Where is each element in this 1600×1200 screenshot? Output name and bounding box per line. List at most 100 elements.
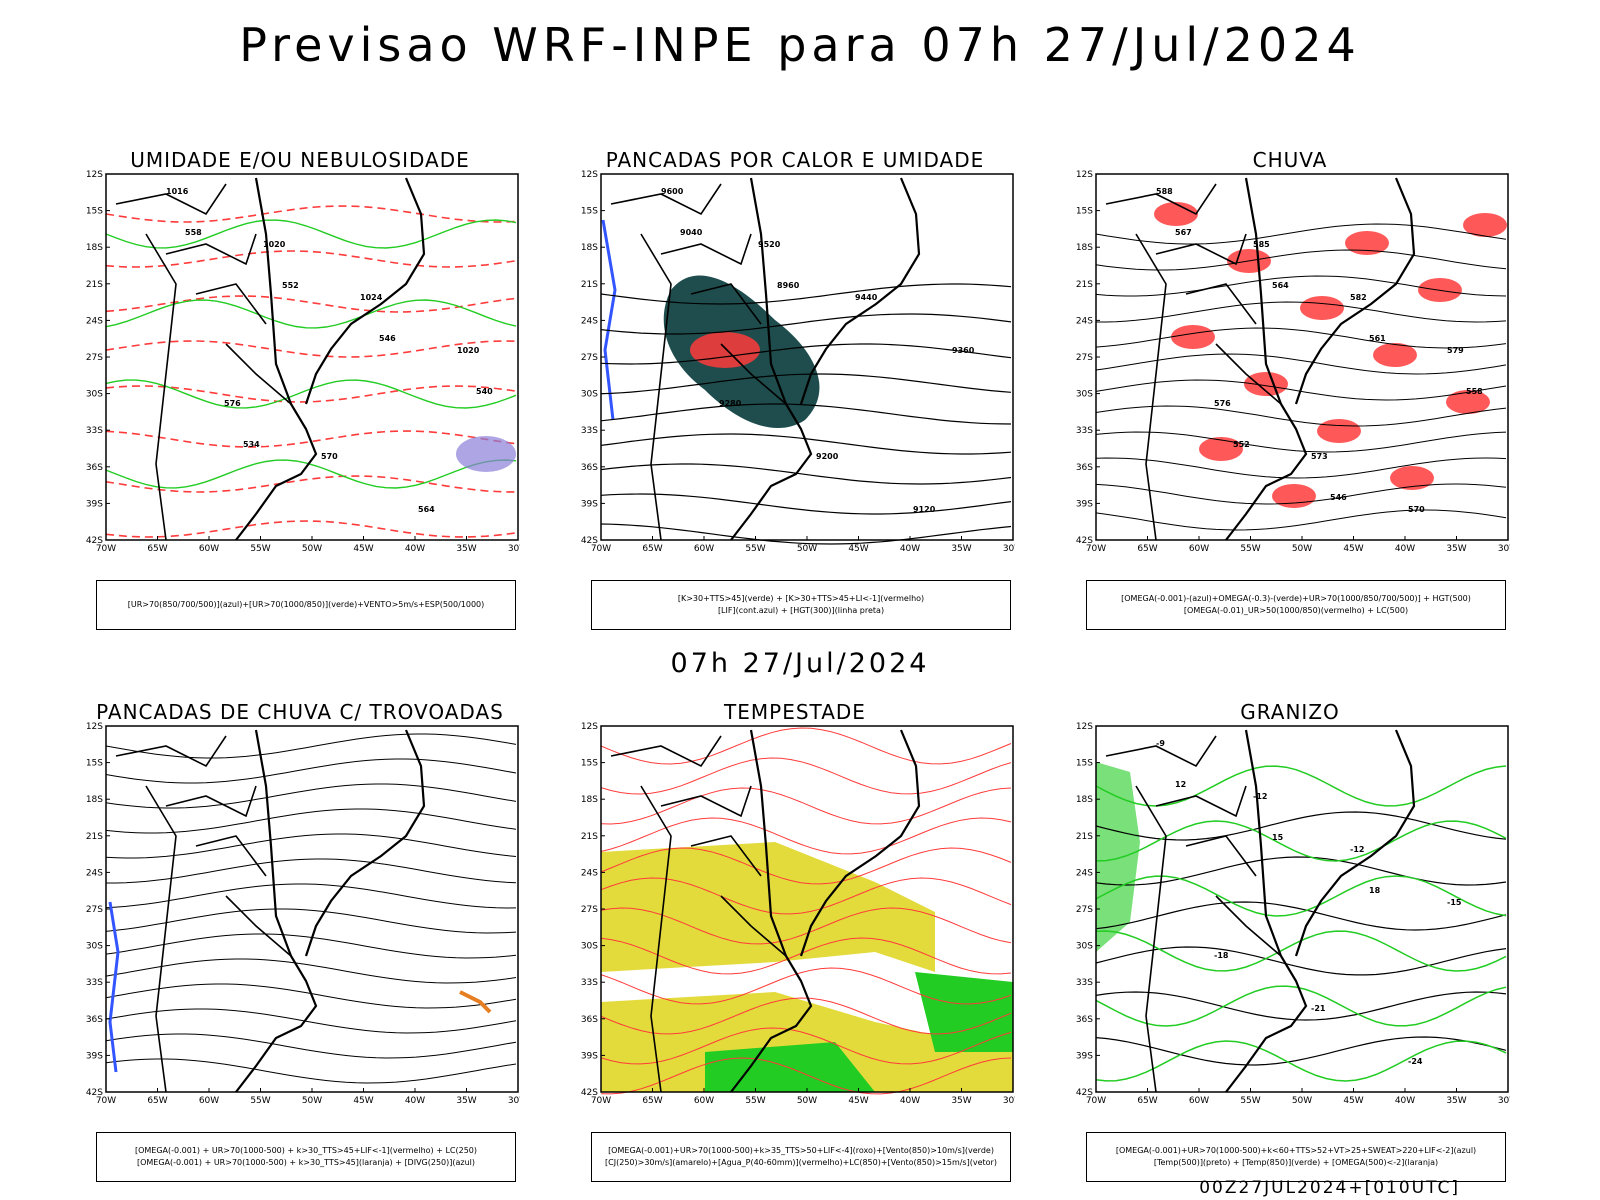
temp500-contour — [1095, 946, 1507, 976]
map-plot: 9600 9520 9440 9360 9280 9200 9120 9040 8960 12S 1… — [581, 170, 1015, 554]
lon-tick-label: 30W — [508, 1096, 520, 1106]
lat-tick-label: 39S — [86, 499, 103, 509]
plot-background — [1096, 174, 1508, 540]
lat-tick-label: 33S — [581, 978, 598, 988]
temp850-contour — [1095, 875, 1507, 917]
contour-label: -15 — [1447, 898, 1462, 907]
contour-label: 9520 — [758, 240, 781, 249]
contour-label: 546 — [1330, 493, 1347, 502]
lat-tick-label: 24S — [581, 316, 598, 326]
lat-tick-label: 39S — [86, 1051, 103, 1061]
lon-tick-label: 60W — [694, 544, 714, 554]
height-contour — [600, 493, 1012, 515]
lat-tick-label: 30S — [581, 390, 598, 400]
lon-tick-label: 60W — [199, 1096, 219, 1106]
lon-tick-label: 55W — [745, 544, 765, 554]
coastline-west — [235, 729, 318, 1093]
height-contour — [600, 463, 1012, 485]
lon-tick-label: 50W — [1292, 544, 1312, 554]
lat-tick-label: 36S — [581, 463, 598, 473]
lat-tick-label: 15S — [86, 207, 103, 217]
coastline-east — [799, 177, 921, 405]
jet-area — [601, 842, 935, 972]
contour-label: 567 — [1175, 228, 1192, 237]
temp500-contour — [1095, 901, 1507, 931]
country-borders — [610, 183, 787, 541]
contour-label: 1020 — [457, 346, 480, 355]
panel-pancadas-calor: PANCADAS POR CALOR E UMIDADE 9600 9520 944… — [575, 148, 1015, 638]
lon-tick-label: 45W — [353, 1096, 373, 1106]
lon-tick-label: 50W — [1292, 1096, 1312, 1106]
legend-line-1: [OMEGA(-0.001)+UR>70(1000-500)+k<60+TTS>… — [1115, 1146, 1477, 1155]
thickness-contour — [105, 385, 517, 403]
lon-tick-label: 45W — [1343, 544, 1363, 554]
panel-umidade: UMIDADE E/OU NEBULOSIDADE 1016 1020 1024 10… — [80, 148, 520, 638]
lat-tick-label: 12S — [86, 170, 103, 180]
coastline-group — [1105, 177, 1416, 541]
legend-box: [OMEGA(-0.001)-(azul)+OMEGA(-0.3)-(verde… — [1086, 580, 1506, 630]
lat-tick-label: 36S — [581, 1015, 598, 1025]
lon-tick-label: 50W — [797, 1096, 817, 1106]
legend-box: [OMEGA(-0.001)+UR>70(1000-500)+k<60+TTS>… — [1086, 1132, 1506, 1182]
contour-label: 558 — [1466, 387, 1483, 396]
lon-tick-label: 45W — [1343, 1096, 1363, 1106]
temp500-contour — [1095, 991, 1507, 1021]
rain-area — [1154, 202, 1198, 226]
height-contour — [600, 313, 1012, 335]
lif-contour — [601, 219, 617, 421]
legend-line-1: [K>30+TTS>45](verde) + [K>30+TTS>45+LI<-… — [677, 594, 925, 603]
lat-tick-label: 21S — [1076, 280, 1093, 290]
streamline — [105, 1008, 517, 1034]
thickness-contour — [105, 475, 517, 493]
streamline — [600, 907, 1012, 945]
panel-title: GRANIZO — [1240, 700, 1340, 724]
temp500-contour — [1095, 811, 1507, 841]
streamline — [600, 967, 1012, 1005]
contour-label: 15 — [1272, 833, 1284, 842]
wind-area-east — [915, 972, 1013, 1052]
humidity-contour — [105, 459, 517, 489]
legend-line-1: [OMEGA(-0.001) + UR>70(1000-500) + k>30_… — [134, 1146, 478, 1155]
run-time-label: 00Z27JUL2024+[010UTC] — [1199, 1178, 1460, 1198]
contour-label: -12 — [1350, 845, 1364, 854]
legend-line-1: [UR>70(850/700/500)](azul)+[UR>70(1000/8… — [127, 600, 485, 609]
lat-tick-label: 21S — [86, 280, 103, 290]
lat-tick-label: 15S — [1076, 759, 1093, 769]
rain-area — [1345, 231, 1389, 255]
panel-title: PANCADAS POR CALOR E UMIDADE — [605, 148, 985, 172]
lat-tick-label: 30S — [86, 942, 103, 952]
contour-label: 1020 — [263, 240, 286, 249]
lat-tick-label: 21S — [86, 832, 103, 842]
height-contour — [600, 343, 1012, 365]
country-borders — [1105, 735, 1282, 1093]
lat-tick-label: 42S — [1076, 1088, 1093, 1098]
lat-tick-label: 42S — [581, 1088, 598, 1098]
lat-tick-label: 12S — [1076, 722, 1093, 732]
contour-label: 9280 — [719, 399, 742, 408]
contour-label: 1016 — [166, 187, 189, 196]
height-contour — [600, 403, 1012, 425]
contour-label: 561 — [1369, 334, 1386, 343]
contour-label: 564 — [418, 505, 435, 514]
panel-trovoadas: PANCADAS DE CHUVA C/ TROVOADAS 12S 15S 18S… — [80, 700, 520, 1190]
rain-area — [1317, 419, 1361, 443]
streamline — [105, 783, 517, 809]
lon-tick-label: 30W — [1003, 544, 1015, 554]
lat-tick-label: 30S — [581, 942, 598, 952]
lon-tick-label: 70W — [1086, 1096, 1106, 1106]
lon-tick-label: 70W — [96, 1096, 116, 1106]
page-title: Previsao WRF-INPE para 07h 27/Jul/2024 — [239, 18, 1361, 72]
streamline — [105, 758, 517, 784]
contour-label: 546 — [379, 334, 396, 343]
lat-tick-label: 27S — [86, 353, 103, 363]
lon-tick-label: 35W — [1446, 1096, 1466, 1106]
lat-tick-label: 39S — [1076, 1051, 1093, 1061]
coastline-east — [304, 729, 426, 957]
lon-tick-label: 45W — [848, 544, 868, 554]
streamline — [105, 933, 517, 959]
lat-tick-label: 21S — [581, 280, 598, 290]
contour-label: 582 — [1350, 293, 1367, 302]
contour-label: 18 — [1369, 886, 1381, 895]
lon-tick-label: 70W — [1086, 544, 1106, 554]
panel-title: PANCADAS DE CHUVA C/ TROVOADAS — [96, 700, 504, 724]
